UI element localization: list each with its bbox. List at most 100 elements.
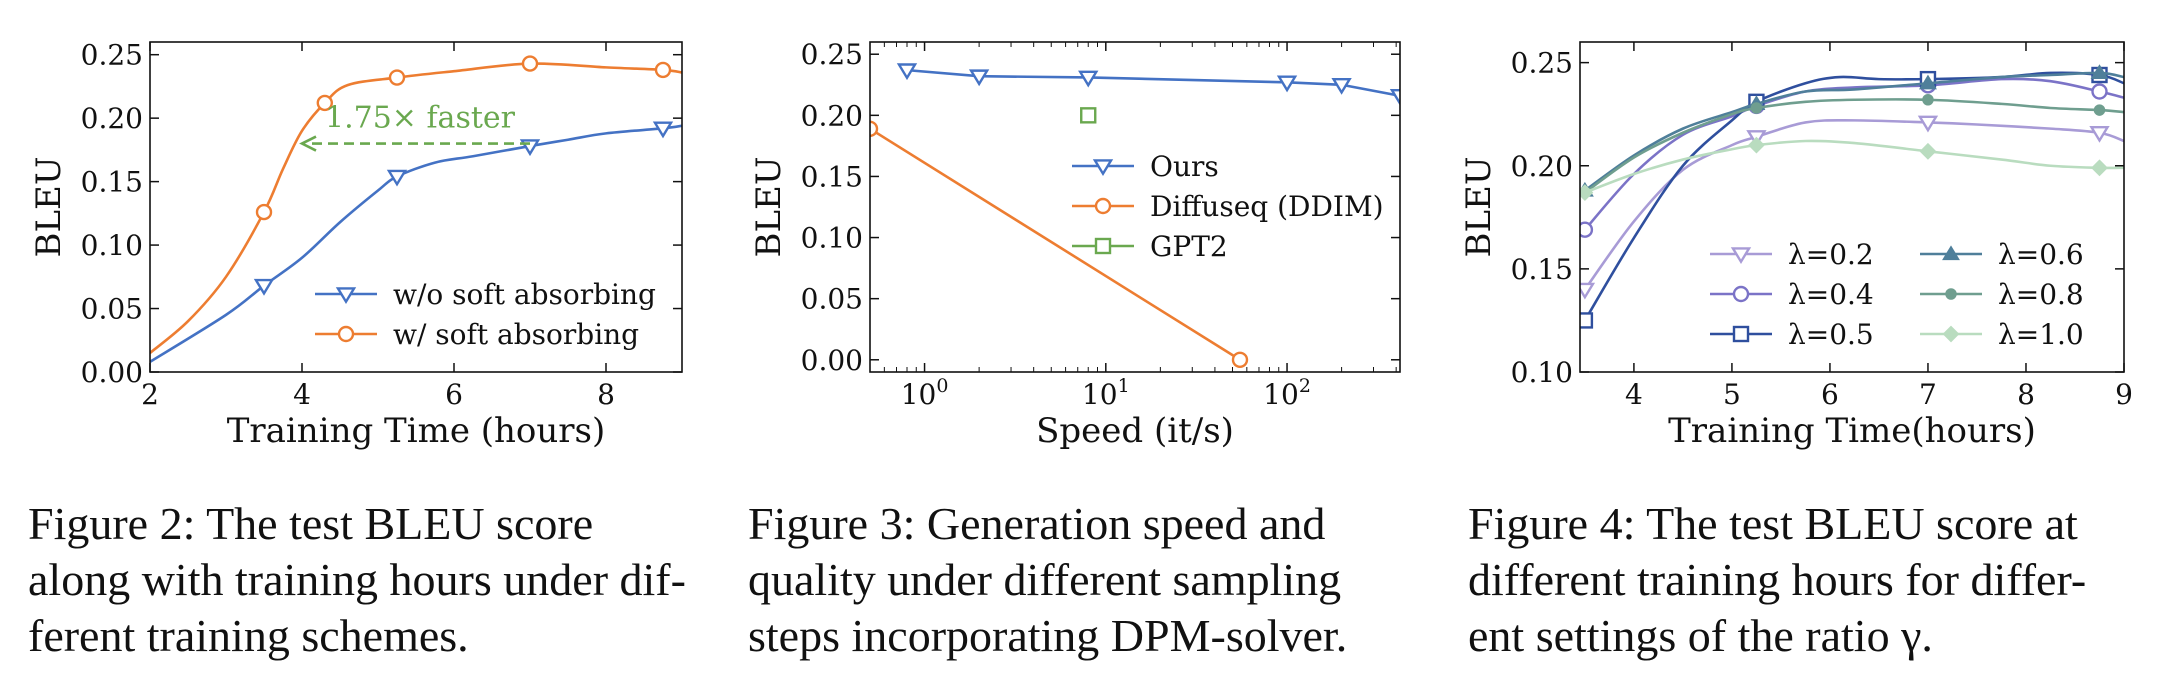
- data-point: [1922, 94, 1934, 106]
- plot-area: [150, 55, 682, 363]
- series-line: [1584, 139, 2124, 194]
- data-point: [1732, 285, 1750, 303]
- y-tick-label: 0.20: [1511, 150, 1573, 183]
- series--0-4: [1580, 77, 2124, 238]
- legend-label: λ=0.6: [1998, 238, 2084, 271]
- data-point: [337, 325, 355, 343]
- legend-entry: Ours: [1072, 150, 1219, 183]
- legend-entry: w/o soft absorbing: [315, 278, 656, 311]
- data-point: [388, 69, 406, 86]
- data-point: [1580, 282, 1596, 300]
- data-point: [335, 287, 357, 305]
- data-point: [1094, 237, 1112, 255]
- x-tick-label: 9: [2115, 378, 2133, 411]
- data-point: [1748, 136, 1765, 154]
- x-tick-label: 7: [1919, 378, 1937, 411]
- y-tick-label: 0.10: [801, 222, 863, 255]
- y-tick-label: 0.10: [1511, 356, 1573, 389]
- series-line: [870, 127, 1241, 361]
- series-diffuseq-ddim-: [870, 120, 1249, 368]
- axis-ticks: 0.10 0.15 0.20 0.25 4 5 6 7 8 9: [1511, 42, 2133, 411]
- y-tick-label: 0.25: [81, 39, 143, 72]
- caption-line: ent settings of the ratio γ.: [1468, 610, 1933, 661]
- data-point: [2090, 64, 2109, 80]
- data-point: [968, 69, 990, 87]
- annotation-arrow-head: [299, 135, 317, 152]
- y-tick-label: 0.20: [801, 99, 863, 132]
- speedup-annotation: 1.75× faster: [299, 101, 530, 152]
- figure-2-caption: Figure 2: The test BLEU score along with…: [28, 496, 694, 664]
- data-point: [2089, 125, 2110, 143]
- figure-4-caption: Figure 4: The test BLEU score at differe…: [1468, 496, 2136, 664]
- legend-entry: λ=1.0: [1920, 318, 2084, 351]
- y-tick-label: 0.05: [81, 293, 143, 326]
- data-point: [870, 120, 879, 137]
- figure-4-chart: 0.10 0.15 0.20 0.25 4 5 6 7 8 9 Training Time(hour…: [1459, 41, 2133, 451]
- data-point: [1942, 325, 1960, 343]
- axis-ticks: 0.00 0.05 0.10 0.15 0.20 0.25 100 101 102: [801, 38, 1400, 411]
- legend-entry: λ=0.4: [1710, 278, 1874, 311]
- plot-frame: [1579, 41, 2125, 373]
- y-tick-label: 0.05: [801, 283, 863, 316]
- legend-entry: λ=0.5: [1710, 318, 1874, 351]
- data-point: [521, 55, 539, 72]
- data-point: [1078, 70, 1099, 88]
- legend-label: Diffuseq (DDIM): [1150, 190, 1384, 223]
- series-w-soft-absorbing: [150, 55, 682, 354]
- legend-label: Ours: [1150, 150, 1219, 183]
- axis-ticks: 0.00 0.05 0.10 0.15 0.20 0.25 2 4 6 8: [81, 39, 682, 411]
- x-tick-label: 6: [1821, 378, 1839, 411]
- data-point: [386, 169, 408, 187]
- x-tick-label: 5: [1723, 378, 1741, 411]
- data-point: [1917, 115, 1939, 133]
- series-line: [906, 68, 1400, 98]
- y-axis-label: BLEU: [29, 156, 69, 257]
- plot-frame: [869, 41, 1401, 373]
- data-point: [1942, 245, 1960, 261]
- legend-label: λ=0.8: [1998, 278, 2084, 311]
- y-tick-label: 0.25: [801, 38, 863, 71]
- x-tick-label: 8: [2017, 378, 2035, 411]
- data-point: [1094, 197, 1112, 215]
- legend-label: w/ soft absorbing: [393, 318, 639, 351]
- series-line: [1583, 71, 2124, 322]
- data-point: [1580, 184, 1594, 201]
- y-tick-label: 0.25: [1511, 47, 1573, 80]
- series-line: [150, 62, 682, 354]
- x-tick-label: 6: [445, 378, 463, 411]
- x-axis-label: Training Time(hours): [1668, 411, 2036, 451]
- data-point: [253, 278, 275, 296]
- y-axis-label: BLEU: [1459, 156, 1499, 257]
- figure-label: Figure 2:: [28, 498, 196, 549]
- data-point: [1580, 312, 1594, 329]
- data-point: [1092, 159, 1114, 177]
- series-line: [1583, 77, 2124, 231]
- legend-label: w/o soft absorbing: [393, 278, 656, 311]
- y-tick-label: 0.10: [81, 229, 143, 262]
- caption-line: different training hours for differ-: [1468, 554, 2087, 605]
- data-point: [1580, 221, 1594, 238]
- data-point: [2093, 104, 2106, 116]
- series--0-8: [1580, 94, 2124, 199]
- caption-line: along with training hours under dif-: [28, 554, 686, 605]
- data-point: [1730, 247, 1752, 265]
- data-point: [1919, 74, 1937, 90]
- data-point: [1231, 351, 1249, 368]
- legend-entry: λ=0.2: [1710, 238, 1874, 271]
- data-point: [316, 94, 333, 112]
- series-w-o-soft-absorbing: [150, 121, 682, 363]
- data-point: [255, 203, 273, 221]
- y-tick-label: 0.00: [801, 344, 863, 377]
- figure-label: Figure 3:: [748, 498, 916, 549]
- data-point: [654, 61, 672, 79]
- x-tick-label: 102: [1263, 375, 1311, 411]
- legend: Ours Diffuseq (DDIM) GPT2: [1072, 150, 1384, 263]
- series-gpt2: [1080, 107, 1097, 124]
- legend: λ=0.2 λ=0.4 λ=0.5 λ=0.6 λ=0.8 λ=1.0: [1710, 238, 2084, 351]
- series--1-0: [1580, 136, 2124, 201]
- data-point: [1331, 77, 1352, 95]
- data-point: [1276, 75, 1298, 93]
- data-point: [1389, 88, 1400, 106]
- x-axis-label: Training Time (hours): [227, 411, 606, 451]
